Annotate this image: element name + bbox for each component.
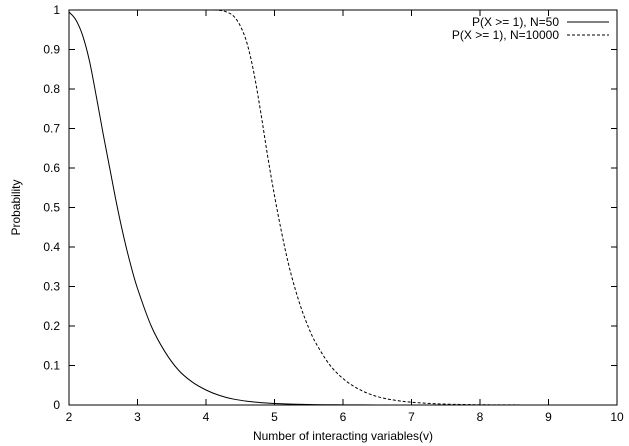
x-tick-label: 2 [66, 410, 73, 424]
legend-label-2: P(X >= 1), N=10000 [452, 28, 559, 42]
legend: P(X >= 1), N=50P(X >= 1), N=10000 [452, 15, 609, 42]
x-tick-label: 5 [271, 410, 278, 424]
x-tick-label: 7 [408, 410, 415, 424]
y-tick-label: 0.5 [43, 201, 60, 215]
plot-frame [68, 9, 618, 406]
series-line-2 [68, 9, 618, 406]
y-axis-title: Probability [9, 179, 23, 235]
y-tick-label: 0.2 [43, 319, 60, 333]
y-axis-ticks: 0 0.1 0.2 0.3 0.4 0.5 0.6 0.7 0.8 0.9 1 [43, 3, 617, 412]
x-tick-label: 3 [134, 410, 141, 424]
x-axis-title: Number of interacting variables(v) [253, 429, 433, 443]
x-tick-label: 8 [477, 410, 484, 424]
y-tick-label: 0.9 [43, 43, 60, 57]
series-line-1 [68, 11, 617, 406]
y-tick-label: 0.8 [43, 82, 60, 96]
plot-border [68, 9, 618, 406]
x-tick-label: 9 [545, 410, 552, 424]
x-tick-label: 4 [203, 410, 210, 424]
x-tick-label: 6 [340, 410, 347, 424]
legend-label-1: P(X >= 1), N=50 [472, 15, 559, 29]
y-tick-label: 0.7 [43, 122, 60, 136]
x-tick-label: 10 [610, 410, 624, 424]
series-layer [68, 9, 618, 406]
y-tick-label: 0.4 [43, 240, 60, 254]
y-tick-label: 0.6 [43, 161, 60, 175]
y-tick-label: 1 [53, 3, 60, 17]
x-axis-ticks: 2 3 4 5 6 7 8 9 10 [66, 10, 624, 424]
y-tick-label: 0.1 [43, 359, 60, 373]
y-tick-label: 0.3 [43, 280, 60, 294]
y-tick-label: 0 [53, 398, 60, 412]
